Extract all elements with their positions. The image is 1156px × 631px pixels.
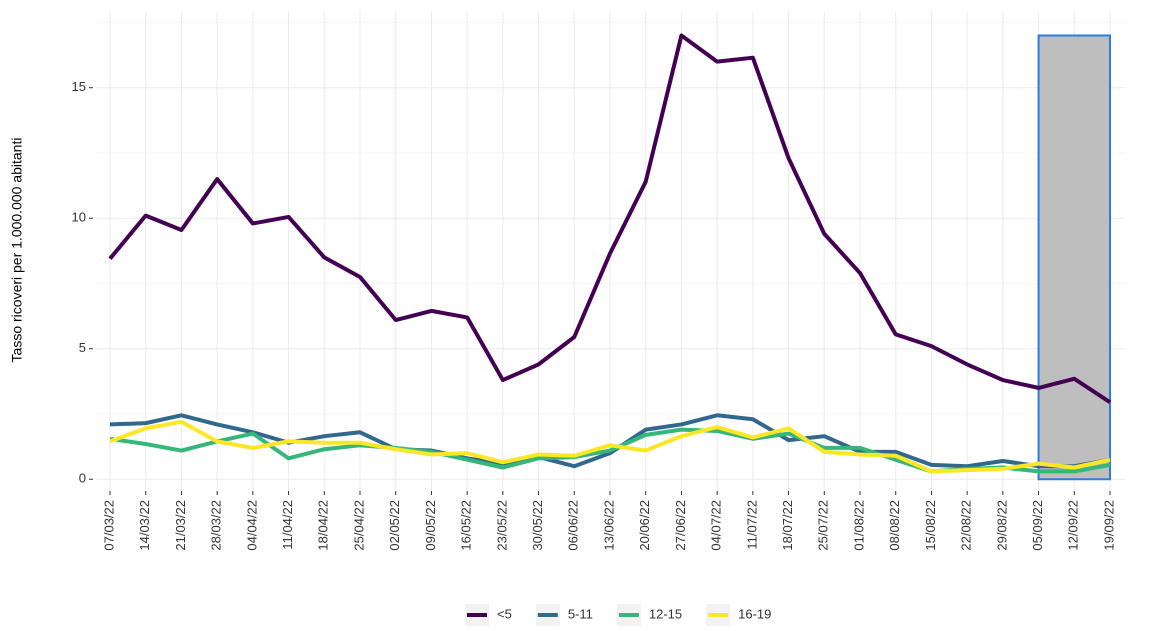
x-tick-label: 11/07/22	[744, 500, 759, 550]
x-tick-label: 04/04/22	[244, 500, 259, 551]
x-tick-label: 01/08/22	[851, 500, 866, 551]
legend-label: <5	[497, 606, 512, 621]
x-tick-label: 29/08/22	[994, 500, 1009, 551]
x-tick-label: 23/05/22	[494, 500, 509, 551]
x-tick-label: 13/06/22	[601, 500, 616, 551]
x-tick-label: 11/04/22	[280, 500, 295, 550]
series-line	[108, 33, 1112, 404]
x-tick-label: 05/09/22	[1030, 500, 1045, 551]
legend-label: 16-19	[738, 606, 771, 621]
x-tick-label: 08/08/22	[887, 500, 902, 551]
x-tick-label: 28/03/22	[209, 500, 224, 551]
x-tick-label: 12/09/22	[1066, 500, 1081, 551]
series-line	[109, 413, 1111, 469]
x-tick-label: 04/07/22	[709, 500, 724, 551]
x-tick-label: 20/06/22	[637, 500, 652, 551]
legend-label: 5-11	[568, 606, 593, 621]
x-tick-label: 30/05/22	[530, 500, 545, 551]
x-tick-label: 27/06/22	[673, 500, 688, 551]
x-tick-label: 06/06/22	[566, 500, 581, 551]
x-tick-label: 19/09/22	[1101, 500, 1116, 551]
x-tick-label: 18/07/22	[780, 500, 795, 551]
x-tick-label: 07/03/22	[101, 500, 116, 551]
y-tick-label: 0	[79, 471, 86, 486]
x-tick-label: 02/05/22	[387, 500, 402, 551]
y-tick-label: 10	[72, 210, 86, 225]
x-tick-label: 22/08/22	[959, 500, 974, 551]
x-tick-label: 21/03/22	[173, 500, 188, 551]
y-tick-label: 5	[79, 340, 86, 355]
x-tick-label: 18/04/22	[316, 500, 331, 551]
x-tick-label: 16/05/22	[459, 500, 474, 551]
x-tick-label: 25/04/22	[351, 500, 366, 551]
highlight-region	[1037, 34, 1111, 481]
legend-label: 12-15	[649, 606, 682, 621]
legend: <5 5-11 12-15 16-19	[465, 604, 771, 626]
y-tick-label: 15	[72, 79, 86, 94]
series-line	[109, 419, 1111, 474]
x-tick-label: 14/03/22	[137, 500, 152, 551]
y-axis-label: Tasso ricoveri per 1.000.000 abitanti	[9, 138, 25, 363]
x-tick-label: 25/07/22	[816, 500, 831, 551]
x-tick-label: 15/08/22	[923, 500, 938, 551]
x-tick-label: 09/05/22	[423, 500, 438, 551]
